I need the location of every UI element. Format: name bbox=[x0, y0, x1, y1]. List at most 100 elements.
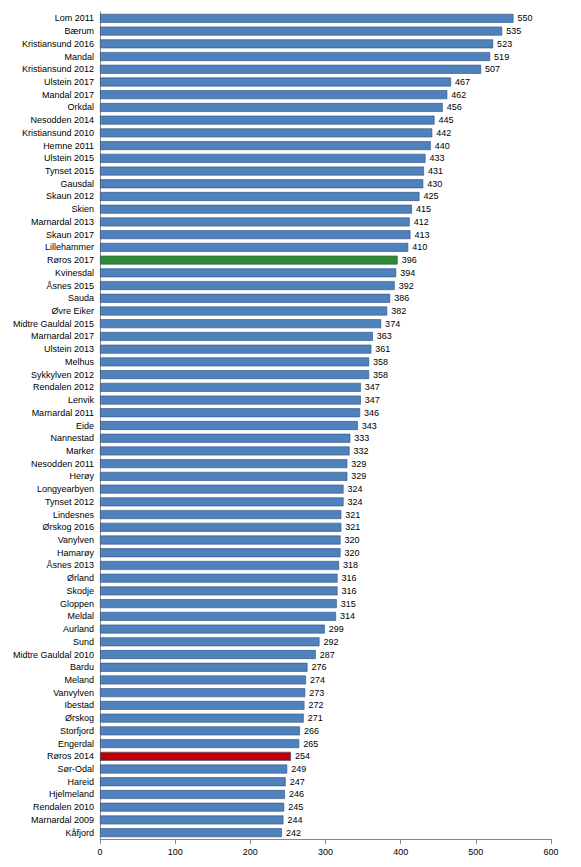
svg-text:Kåfjord: Kåfjord bbox=[65, 828, 94, 838]
svg-text:507: 507 bbox=[485, 64, 500, 74]
svg-text:Melhus: Melhus bbox=[65, 357, 95, 367]
svg-text:249: 249 bbox=[291, 764, 306, 774]
svg-text:467: 467 bbox=[455, 77, 470, 87]
svg-text:Marnardal 2017: Marnardal 2017 bbox=[31, 331, 94, 341]
svg-text:333: 333 bbox=[354, 433, 369, 443]
svg-text:271: 271 bbox=[308, 713, 323, 723]
svg-text:321: 321 bbox=[345, 510, 360, 520]
svg-text:324: 324 bbox=[348, 497, 363, 507]
svg-text:332: 332 bbox=[354, 446, 369, 456]
svg-text:299: 299 bbox=[329, 624, 344, 634]
svg-text:440: 440 bbox=[435, 141, 450, 151]
svg-text:519: 519 bbox=[494, 52, 509, 62]
svg-text:Hamarøy: Hamarøy bbox=[57, 548, 95, 558]
svg-text:500: 500 bbox=[468, 847, 483, 857]
svg-text:Vanylven: Vanylven bbox=[58, 535, 94, 545]
svg-text:Tynset 2015: Tynset 2015 bbox=[45, 166, 94, 176]
svg-text:Røros 2014: Røros 2014 bbox=[47, 751, 94, 761]
svg-text:Ulstein 2013: Ulstein 2013 bbox=[44, 344, 94, 354]
svg-text:Engerdal: Engerdal bbox=[58, 739, 94, 749]
svg-text:363: 363 bbox=[377, 331, 392, 341]
svg-text:550: 550 bbox=[517, 13, 532, 23]
svg-text:Storfjord: Storfjord bbox=[60, 726, 94, 736]
svg-text:Sauda: Sauda bbox=[68, 293, 94, 303]
svg-text:Nesodden 2014: Nesodden 2014 bbox=[30, 115, 94, 125]
svg-text:343: 343 bbox=[362, 421, 377, 431]
svg-text:Marker: Marker bbox=[66, 446, 94, 456]
svg-text:358: 358 bbox=[373, 357, 388, 367]
svg-text:Rendalen 2010: Rendalen 2010 bbox=[33, 802, 94, 812]
svg-text:320: 320 bbox=[345, 548, 360, 558]
svg-text:Tynset 2012: Tynset 2012 bbox=[45, 497, 94, 507]
svg-text:400: 400 bbox=[393, 847, 408, 857]
svg-text:Gloppen: Gloppen bbox=[60, 599, 94, 609]
svg-text:523: 523 bbox=[497, 39, 512, 49]
svg-text:412: 412 bbox=[414, 217, 429, 227]
svg-text:329: 329 bbox=[351, 459, 366, 469]
svg-text:Bardu: Bardu bbox=[70, 662, 94, 672]
svg-text:100: 100 bbox=[168, 847, 183, 857]
svg-text:Lillehammer: Lillehammer bbox=[45, 242, 94, 252]
svg-text:396: 396 bbox=[402, 255, 417, 265]
svg-text:Bærum: Bærum bbox=[64, 26, 94, 36]
svg-text:392: 392 bbox=[399, 281, 414, 291]
svg-text:347: 347 bbox=[365, 395, 380, 405]
svg-text:314: 314 bbox=[340, 611, 355, 621]
svg-text:430: 430 bbox=[427, 179, 442, 189]
svg-text:316: 316 bbox=[342, 586, 357, 596]
svg-text:Lindesnes: Lindesnes bbox=[53, 510, 95, 520]
svg-text:Rendalen 2012: Rendalen 2012 bbox=[33, 382, 94, 392]
svg-text:535: 535 bbox=[506, 26, 521, 36]
svg-text:Sør-Odal: Sør-Odal bbox=[57, 764, 94, 774]
svg-text:Meldal: Meldal bbox=[67, 611, 94, 621]
svg-text:410: 410 bbox=[412, 242, 427, 252]
svg-text:Ulstein 2015: Ulstein 2015 bbox=[44, 153, 94, 163]
svg-text:Kristiansund 2010: Kristiansund 2010 bbox=[22, 128, 94, 138]
svg-text:Kristiansund 2016: Kristiansund 2016 bbox=[22, 39, 94, 49]
svg-text:316: 316 bbox=[342, 573, 357, 583]
svg-text:Kvinesdal: Kvinesdal bbox=[55, 268, 94, 278]
svg-text:247: 247 bbox=[290, 777, 305, 787]
svg-text:425: 425 bbox=[423, 191, 438, 201]
svg-text:347: 347 bbox=[365, 382, 380, 392]
svg-text:Marnardal 2009: Marnardal 2009 bbox=[31, 815, 94, 825]
svg-text:Nannestad: Nannestad bbox=[50, 433, 94, 443]
svg-text:273: 273 bbox=[309, 688, 324, 698]
svg-text:Meland: Meland bbox=[64, 675, 94, 685]
svg-text:Ulstein 2017: Ulstein 2017 bbox=[44, 77, 94, 87]
svg-text:276: 276 bbox=[311, 662, 326, 672]
svg-text:266: 266 bbox=[304, 726, 319, 736]
svg-text:Vanvylven: Vanvylven bbox=[53, 688, 94, 698]
svg-text:Åsnes 2013: Åsnes 2013 bbox=[46, 560, 94, 570]
svg-text:Herøy: Herøy bbox=[70, 471, 95, 481]
svg-text:Øvre Eiker: Øvre Eiker bbox=[51, 306, 94, 316]
svg-text:456: 456 bbox=[447, 102, 462, 112]
svg-text:292: 292 bbox=[323, 637, 338, 647]
svg-text:394: 394 bbox=[400, 268, 415, 278]
svg-text:321: 321 bbox=[345, 522, 360, 532]
svg-text:Ørskog 2016: Ørskog 2016 bbox=[42, 522, 94, 532]
svg-text:Hareid: Hareid bbox=[67, 777, 94, 787]
svg-text:Mandal 2017: Mandal 2017 bbox=[42, 90, 94, 100]
svg-text:Longyearbyen: Longyearbyen bbox=[37, 484, 94, 494]
svg-text:Sykkylven 2012: Sykkylven 2012 bbox=[31, 370, 94, 380]
svg-text:Lenvik: Lenvik bbox=[68, 395, 95, 405]
svg-text:346: 346 bbox=[364, 408, 379, 418]
svg-text:Mandal: Mandal bbox=[64, 52, 94, 62]
svg-text:200: 200 bbox=[243, 847, 258, 857]
svg-text:Marnardal 2013: Marnardal 2013 bbox=[31, 217, 94, 227]
svg-text:Ørskog: Ørskog bbox=[65, 713, 94, 723]
svg-text:300: 300 bbox=[318, 847, 333, 857]
svg-text:Eide: Eide bbox=[76, 421, 94, 431]
svg-text:374: 374 bbox=[385, 319, 400, 329]
svg-text:Orkdal: Orkdal bbox=[67, 102, 94, 112]
svg-text:Skaun 2017: Skaun 2017 bbox=[46, 230, 94, 240]
svg-text:Skodje: Skodje bbox=[66, 586, 94, 596]
svg-text:244: 244 bbox=[287, 815, 302, 825]
svg-text:Midtre Gauldal 2015: Midtre Gauldal 2015 bbox=[13, 319, 94, 329]
svg-text:Hjelmeland: Hjelmeland bbox=[49, 789, 94, 799]
svg-text:413: 413 bbox=[414, 230, 429, 240]
svg-text:320: 320 bbox=[345, 535, 360, 545]
svg-text:600: 600 bbox=[543, 847, 558, 857]
svg-text:324: 324 bbox=[348, 484, 363, 494]
